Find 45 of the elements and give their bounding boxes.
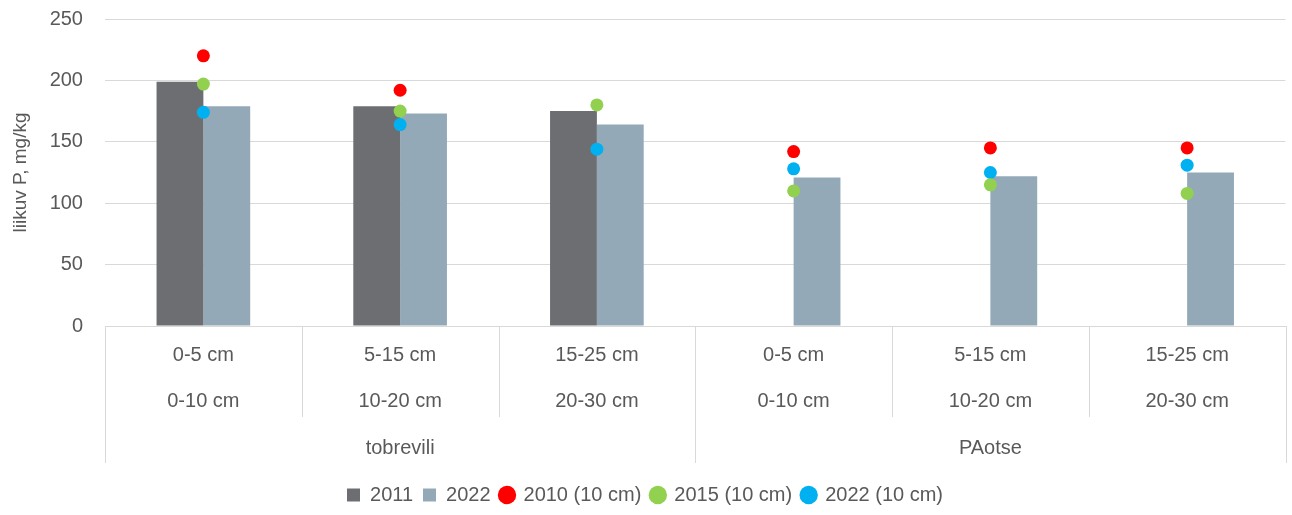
point <box>983 141 997 155</box>
point <box>787 145 801 159</box>
category-label: 0-5 cm 0-10 cm <box>757 342 830 411</box>
bar <box>990 176 1038 326</box>
legend-label: 2010 (10 cm) <box>523 482 642 505</box>
legend-label: 2022 (10 cm) <box>825 482 944 505</box>
text: tobrevili <box>365 435 435 458</box>
point <box>196 77 210 91</box>
bar <box>203 106 251 326</box>
y-tick-label: 150 <box>49 129 83 152</box>
point <box>196 49 210 63</box>
point <box>393 83 407 97</box>
y-tick-label: 100 <box>49 190 83 213</box>
y-tick-label: 200 <box>49 67 83 90</box>
legend-label: 2022 <box>446 482 491 505</box>
point <box>590 142 604 156</box>
bar <box>793 177 841 326</box>
point <box>787 184 801 198</box>
legend-label: 2015 (10 cm) <box>674 482 793 505</box>
point <box>393 104 407 118</box>
point <box>196 105 210 119</box>
point <box>983 166 997 179</box>
category-label: 15-25 cm 20-30 cm <box>555 342 639 411</box>
legend-label: 2011 <box>370 482 414 505</box>
bar <box>353 106 401 326</box>
point <box>1180 158 1194 172</box>
bar <box>550 111 597 326</box>
bar <box>156 81 204 326</box>
text: PAotse <box>958 435 1022 458</box>
category-label: 5-15 cm 10-20 cm <box>948 342 1033 411</box>
point <box>1180 141 1194 155</box>
point <box>983 178 997 192</box>
bar <box>400 113 447 326</box>
point <box>1180 186 1194 200</box>
point <box>787 162 801 176</box>
category-label: 15-25 cm 20-30 cm <box>1145 342 1229 411</box>
point <box>393 118 407 132</box>
y-tick-label: 0 <box>71 313 83 336</box>
point <box>590 98 604 112</box>
bar <box>596 124 644 326</box>
y-tick-label: 250 <box>49 6 83 29</box>
category-label: 0-5 cm 0-10 cm <box>167 342 240 411</box>
bar <box>1187 172 1234 326</box>
y-axis-title: liikuv P, mg/kg <box>8 112 30 233</box>
y-tick-label: 50 <box>60 252 83 275</box>
